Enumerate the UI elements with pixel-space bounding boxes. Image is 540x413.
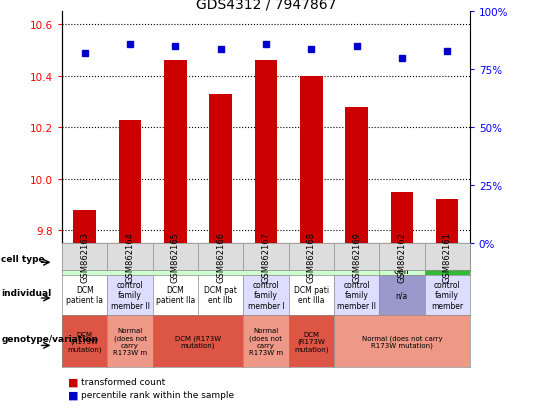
Title: GDS4312 / 7947867: GDS4312 / 7947867 xyxy=(196,0,336,11)
Text: DCM
patient Ia: DCM patient Ia xyxy=(66,285,103,305)
Text: DCM
(R173W
mutation): DCM (R173W mutation) xyxy=(68,331,102,352)
Text: ■: ■ xyxy=(68,389,78,399)
Text: transformed count: transformed count xyxy=(81,377,165,387)
Text: Normal
(does not
carry
R173W m: Normal (does not carry R173W m xyxy=(113,328,147,355)
Text: GSM862162: GSM862162 xyxy=(397,232,406,282)
Text: DCM
(R173W
mutation): DCM (R173W mutation) xyxy=(294,331,328,352)
Text: GSM862169: GSM862169 xyxy=(352,232,361,282)
Text: DCM
patient IIa: DCM patient IIa xyxy=(156,285,195,305)
Text: DCM pat
ent IIb: DCM pat ent IIb xyxy=(204,285,237,305)
Text: ■: ■ xyxy=(68,377,78,387)
Bar xyxy=(73,210,96,244)
Text: Normal
(does not
carry
R173W m: Normal (does not carry R173W m xyxy=(249,328,283,355)
Text: control
family
member I: control family member I xyxy=(247,280,285,310)
Text: GSM862168: GSM862168 xyxy=(307,232,316,282)
Text: GSM862164: GSM862164 xyxy=(126,232,134,282)
Text: individual: individual xyxy=(1,289,51,297)
Text: GSM862161: GSM862161 xyxy=(443,232,451,282)
Bar xyxy=(390,192,413,244)
Bar xyxy=(436,200,458,244)
Text: GSM862165: GSM862165 xyxy=(171,232,180,282)
Text: DCM pati
ent IIIa: DCM pati ent IIIa xyxy=(294,285,329,305)
Text: percentile rank within the sample: percentile rank within the sample xyxy=(81,390,234,399)
Text: Normal (does not carry
R173W mutation): Normal (does not carry R173W mutation) xyxy=(362,335,442,348)
Bar xyxy=(345,107,368,244)
Text: GSM862166: GSM862166 xyxy=(216,232,225,282)
Text: embryoni
c stem
cell: embryoni c stem cell xyxy=(380,245,423,275)
Bar xyxy=(119,120,141,244)
Text: control
family
member II: control family member II xyxy=(337,280,376,310)
Text: GSM862163: GSM862163 xyxy=(80,232,89,282)
Text: fibrobl
ast: fibrobl ast xyxy=(433,251,462,270)
Text: DCM (R173W
mutation): DCM (R173W mutation) xyxy=(175,335,221,348)
Text: control
family
member: control family member xyxy=(431,280,463,310)
Text: iPSC: iPSC xyxy=(211,256,231,265)
Bar xyxy=(210,95,232,244)
Text: n/a: n/a xyxy=(396,291,408,299)
Bar xyxy=(300,77,322,244)
Text: control
family
member II: control family member II xyxy=(111,280,150,310)
Bar xyxy=(255,61,277,244)
Text: genotype/variation: genotype/variation xyxy=(1,334,98,343)
Bar xyxy=(164,61,187,244)
Text: cell type: cell type xyxy=(1,254,45,263)
Text: GSM862167: GSM862167 xyxy=(261,232,271,282)
